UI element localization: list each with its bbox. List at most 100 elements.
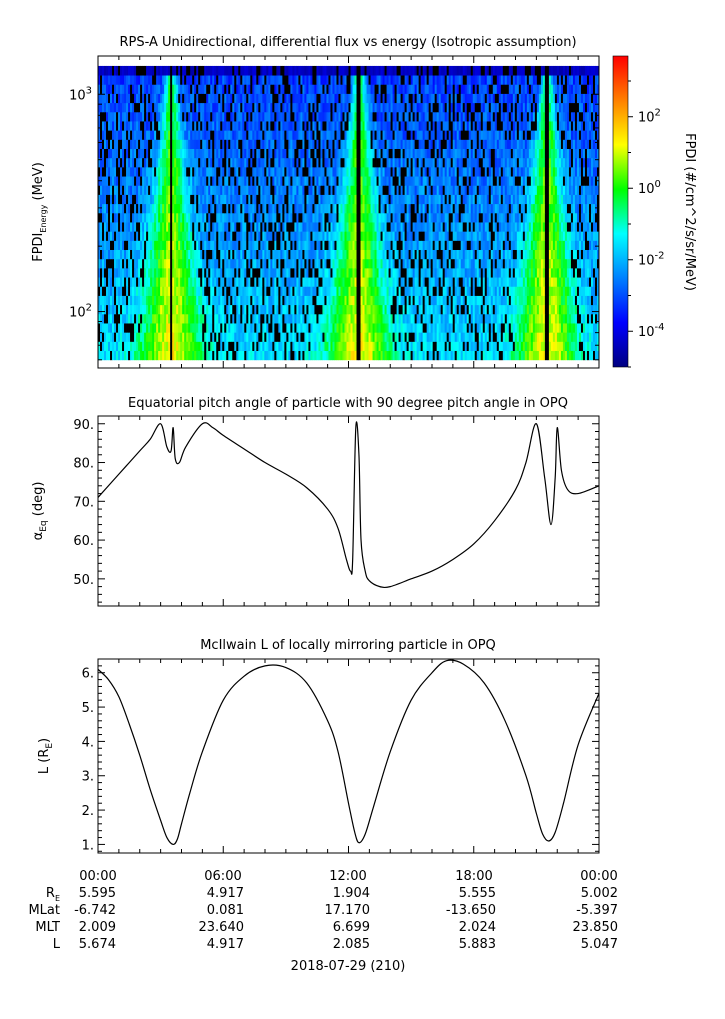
heatmap-cell <box>348 323 351 333</box>
heatmap-cell <box>140 341 143 351</box>
heatmap-cell <box>482 323 486 333</box>
heatmap-cell <box>202 240 205 250</box>
heatmap-cell <box>448 350 452 361</box>
heatmap-cell <box>424 194 428 205</box>
heatmap-cell <box>586 203 590 214</box>
heatmap-cell <box>272 249 275 260</box>
heatmap-cell <box>192 323 195 333</box>
heatmap-cell <box>334 212 337 223</box>
heatmap-cell <box>296 304 299 315</box>
heatmap-cell <box>360 203 363 214</box>
heatmap-cell <box>454 194 458 205</box>
heatmap-cell <box>276 249 279 260</box>
heatmap-cell <box>406 258 410 269</box>
heatmap-cell <box>508 304 512 315</box>
heatmap-cell <box>440 212 444 223</box>
heatmap-cell <box>372 249 375 260</box>
heatmap-cell <box>212 350 215 361</box>
heatmap-cell <box>496 267 500 278</box>
heatmap-cell <box>346 258 349 269</box>
heatmap-cell <box>550 350 554 361</box>
heatmap-cell <box>276 222 279 232</box>
heatmap-cell <box>376 212 379 223</box>
heatmap-cell <box>216 304 219 315</box>
heatmap-cell <box>374 249 377 260</box>
heatmap-cell <box>492 203 496 214</box>
heatmap-cell <box>534 231 538 241</box>
heatmap-cell <box>564 267 568 278</box>
heatmap-cell <box>468 304 472 315</box>
heatmap-cell <box>350 258 353 269</box>
heatmap-cell <box>446 323 450 333</box>
heatmap-cell <box>158 222 161 232</box>
heatmap-cell <box>206 341 209 351</box>
heatmap-cell <box>452 304 456 315</box>
heatmap-cell <box>396 176 399 186</box>
heatmap-cell <box>576 249 580 260</box>
heatmap-cell <box>402 212 406 223</box>
heatmap-cell <box>310 185 313 195</box>
heatmap-cell <box>376 258 379 269</box>
heatmap-cell <box>258 277 261 287</box>
heatmap-cell <box>192 332 195 342</box>
heatmap-cell <box>432 203 436 214</box>
heatmap-cell <box>518 203 522 214</box>
heatmap-cell <box>348 176 351 186</box>
heatmap-cell <box>480 222 484 232</box>
heatmap-cell <box>266 267 269 278</box>
heatmap-cell <box>594 249 598 260</box>
heatmap-cell <box>320 194 323 205</box>
heatmap-cell <box>200 267 203 278</box>
heatmap-cell <box>250 185 253 195</box>
heatmap-cell <box>384 194 387 205</box>
heatmap-cell <box>574 203 578 214</box>
heatmap-cell <box>104 203 107 214</box>
heatmap-cell <box>228 304 231 315</box>
heatmap-cell <box>300 286 303 296</box>
heatmap-cell <box>572 295 576 306</box>
heatmap-cell <box>368 203 371 214</box>
heatmap-cell <box>546 222 550 232</box>
heatmap-cell <box>538 295 542 306</box>
heatmap-cell <box>190 231 193 241</box>
heatmap-cell <box>258 194 261 205</box>
heatmap-cell <box>228 313 231 324</box>
heatmap-cell <box>364 231 367 241</box>
heatmap-cell <box>534 203 538 214</box>
heatmap-cell <box>450 249 454 260</box>
heatmap-cell <box>530 212 534 223</box>
heatmap-cell <box>562 176 566 186</box>
heatmap-cell <box>374 323 377 333</box>
heatmap-cell <box>260 231 263 241</box>
heatmap-cell <box>488 194 492 205</box>
heatmap-cell <box>216 332 219 342</box>
heatmap-cell <box>564 249 568 260</box>
heatmap-cell <box>308 185 311 195</box>
heatmap-cell <box>264 323 267 333</box>
heatmap-cell <box>278 286 281 296</box>
heatmap-cell <box>538 212 542 223</box>
heatmap-cell <box>484 194 488 205</box>
heatmap-cell <box>316 176 319 186</box>
heatmap-cell <box>168 176 171 186</box>
heatmap-cell <box>172 222 175 232</box>
heatmap-cell <box>412 231 416 241</box>
heatmap-cell <box>472 323 476 333</box>
heatmap-cell <box>234 212 237 223</box>
heatmap-cell <box>510 323 514 333</box>
heatmap-cell <box>262 176 265 186</box>
heatmap-cell <box>292 323 295 333</box>
heatmap-cell <box>534 295 538 306</box>
heatmap-cell <box>164 304 167 315</box>
heatmap-cell <box>154 313 157 324</box>
heatmap-cell <box>278 222 281 232</box>
heatmap-cell <box>310 313 313 324</box>
heatmap-cell <box>586 185 590 195</box>
heatmap-cell <box>588 277 592 287</box>
heatmap-cell <box>438 231 442 241</box>
heatmap-cell <box>400 249 403 260</box>
heatmap-cell <box>212 313 215 324</box>
heatmap-cell <box>232 249 235 260</box>
heatmap-cell <box>378 332 381 342</box>
heatmap-cell <box>476 212 480 223</box>
